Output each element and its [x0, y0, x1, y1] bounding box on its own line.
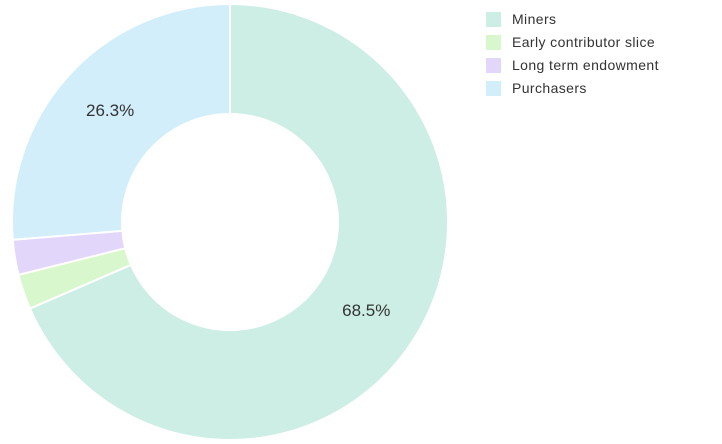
slice-purchasers[interactable]: [11, 2, 231, 241]
legend-label-early-contributor-slice: Early contributor slice: [512, 34, 656, 50]
legend-item-long-term-endowment[interactable]: Long term endowment: [486, 54, 659, 76]
legend-swatch-purchasers: [486, 80, 501, 96]
legend-swatch-long-term-endowment: [486, 57, 501, 73]
legend-swatch-early-contributor-slice: [486, 34, 501, 50]
legend-item-early-contributor-slice[interactable]: Early contributor slice: [486, 31, 659, 53]
slice-miners[interactable]: [28, 2, 449, 441]
legend-label-long-term-endowment: Long term endowment: [512, 57, 659, 73]
data-label-miners: 68.5%: [342, 301, 390, 320]
data-label-purchasers: 26.3%: [86, 101, 134, 120]
legend-label-purchasers: Purchasers: [512, 80, 587, 96]
legend-swatch-miners: [486, 11, 501, 27]
legend-item-miners[interactable]: Miners: [486, 8, 659, 30]
legend-item-purchasers[interactable]: Purchasers: [486, 77, 659, 99]
legend: Miners Early contributor slice Long term…: [486, 8, 659, 100]
legend-label-miners: Miners: [512, 11, 557, 27]
